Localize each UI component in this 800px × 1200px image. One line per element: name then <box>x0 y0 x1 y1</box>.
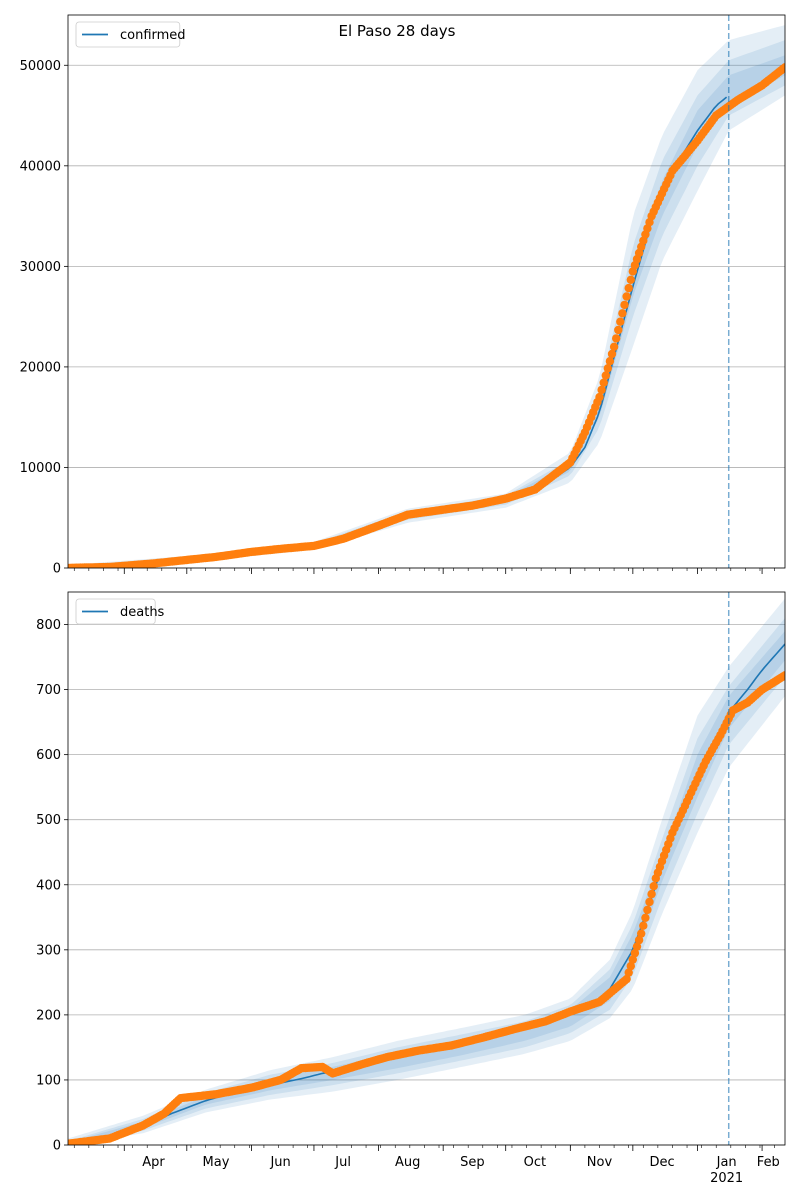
x-tick-label: Sep <box>460 1155 485 1170</box>
x-tick-label: Jan <box>716 1155 737 1170</box>
y-tick-label: 20000 <box>20 360 61 375</box>
observed-point <box>609 342 619 351</box>
legend-box <box>75 598 156 625</box>
observed-point <box>649 882 658 891</box>
x-tick-label: Feb <box>757 1155 780 1170</box>
uncertainty-bands <box>68 25 785 568</box>
uncertainty-bands <box>68 598 785 1145</box>
observed-point <box>645 897 654 907</box>
y-tick-label: 700 <box>36 683 61 698</box>
y-tick-label: 100 <box>36 1073 61 1088</box>
uncertainty-band-2 <box>68 618 785 1145</box>
y-tick-label: 300 <box>36 943 61 958</box>
observed-point <box>622 974 631 984</box>
x-year-label: 2021 <box>710 1171 743 1186</box>
legend-label: deaths <box>120 605 165 620</box>
y-tick-label: 800 <box>36 618 61 633</box>
observed-point <box>647 889 656 899</box>
observed-point <box>639 921 648 930</box>
legend: deaths <box>75 598 165 625</box>
observed-point <box>626 275 635 284</box>
observed-point <box>641 913 650 922</box>
uncertainty-band-3 <box>68 55 785 568</box>
x-axis <box>73 568 775 574</box>
observed-point <box>643 905 652 915</box>
plot-frame <box>67 591 786 1146</box>
observed-point <box>780 671 785 680</box>
observed-point <box>614 325 623 335</box>
observed-point <box>603 364 612 373</box>
observed-point <box>612 334 621 343</box>
observed-point <box>607 349 617 359</box>
y-tick-label: 50000 <box>20 59 61 74</box>
observed-point <box>628 955 637 964</box>
observed-point <box>626 961 635 971</box>
x-tick-label: May <box>203 1155 230 1170</box>
x-tick-label: Apr <box>142 1155 165 1170</box>
observed-point <box>595 392 604 402</box>
observed-point <box>780 63 785 72</box>
figure-title: El Paso 28 days <box>339 22 456 40</box>
plot-frame <box>67 14 786 569</box>
x-tick-label: Jul <box>334 1155 351 1170</box>
y-axis: 0 10000 20000 30000 40000 50000 <box>20 59 68 577</box>
observed-point <box>622 292 631 301</box>
y-tick-label: 0 <box>53 562 61 577</box>
y-tick-label: 600 <box>36 748 61 763</box>
observed-point <box>618 309 627 318</box>
y-tick-label: 400 <box>36 878 61 893</box>
deaths-chart: 0 100 200 300 400 500 600 700 800 Apr May Jun Jul Aug… <box>36 591 786 1186</box>
uncertainty-band-1 <box>68 25 785 568</box>
observed-point <box>634 935 644 945</box>
observed-point <box>605 357 615 366</box>
observed-point <box>620 300 629 310</box>
confirmed-chart: 0 10000 20000 30000 40000 50000 confirmed <box>20 14 786 577</box>
x-tick-label: Nov <box>587 1155 613 1170</box>
y-tick-label: 30000 <box>20 260 61 275</box>
observed-point <box>616 317 625 326</box>
observed-point <box>637 929 646 938</box>
x-tick-label: Oct <box>524 1155 546 1170</box>
legend-label: confirmed <box>120 28 186 43</box>
uncertainty-band-2 <box>68 40 785 568</box>
uncertainty-band-1 <box>68 598 785 1145</box>
legend-box <box>75 21 181 48</box>
observed-point <box>599 378 608 387</box>
y-axis: 0 100 200 300 400 500 600 700 800 <box>36 618 68 1154</box>
y-tick-label: 0 <box>53 1139 61 1154</box>
x-tick-label: Jun <box>269 1155 290 1170</box>
observed-point <box>624 968 633 977</box>
y-tick-label: 10000 <box>20 461 61 476</box>
observed-point <box>632 942 642 951</box>
observed-point <box>630 948 640 958</box>
observed-point <box>597 385 606 395</box>
x-tick-label: Dec <box>649 1155 674 1170</box>
series-group <box>68 63 785 568</box>
observed-point <box>601 371 610 380</box>
series-group <box>68 643 785 1145</box>
y-tick-label: 40000 <box>20 159 61 174</box>
x-tick-label: Aug <box>395 1155 420 1170</box>
legend: confirmed <box>75 21 186 48</box>
observed-point <box>624 283 633 293</box>
y-tick-label: 500 <box>36 813 61 828</box>
y-tick-label: 200 <box>36 1008 61 1023</box>
